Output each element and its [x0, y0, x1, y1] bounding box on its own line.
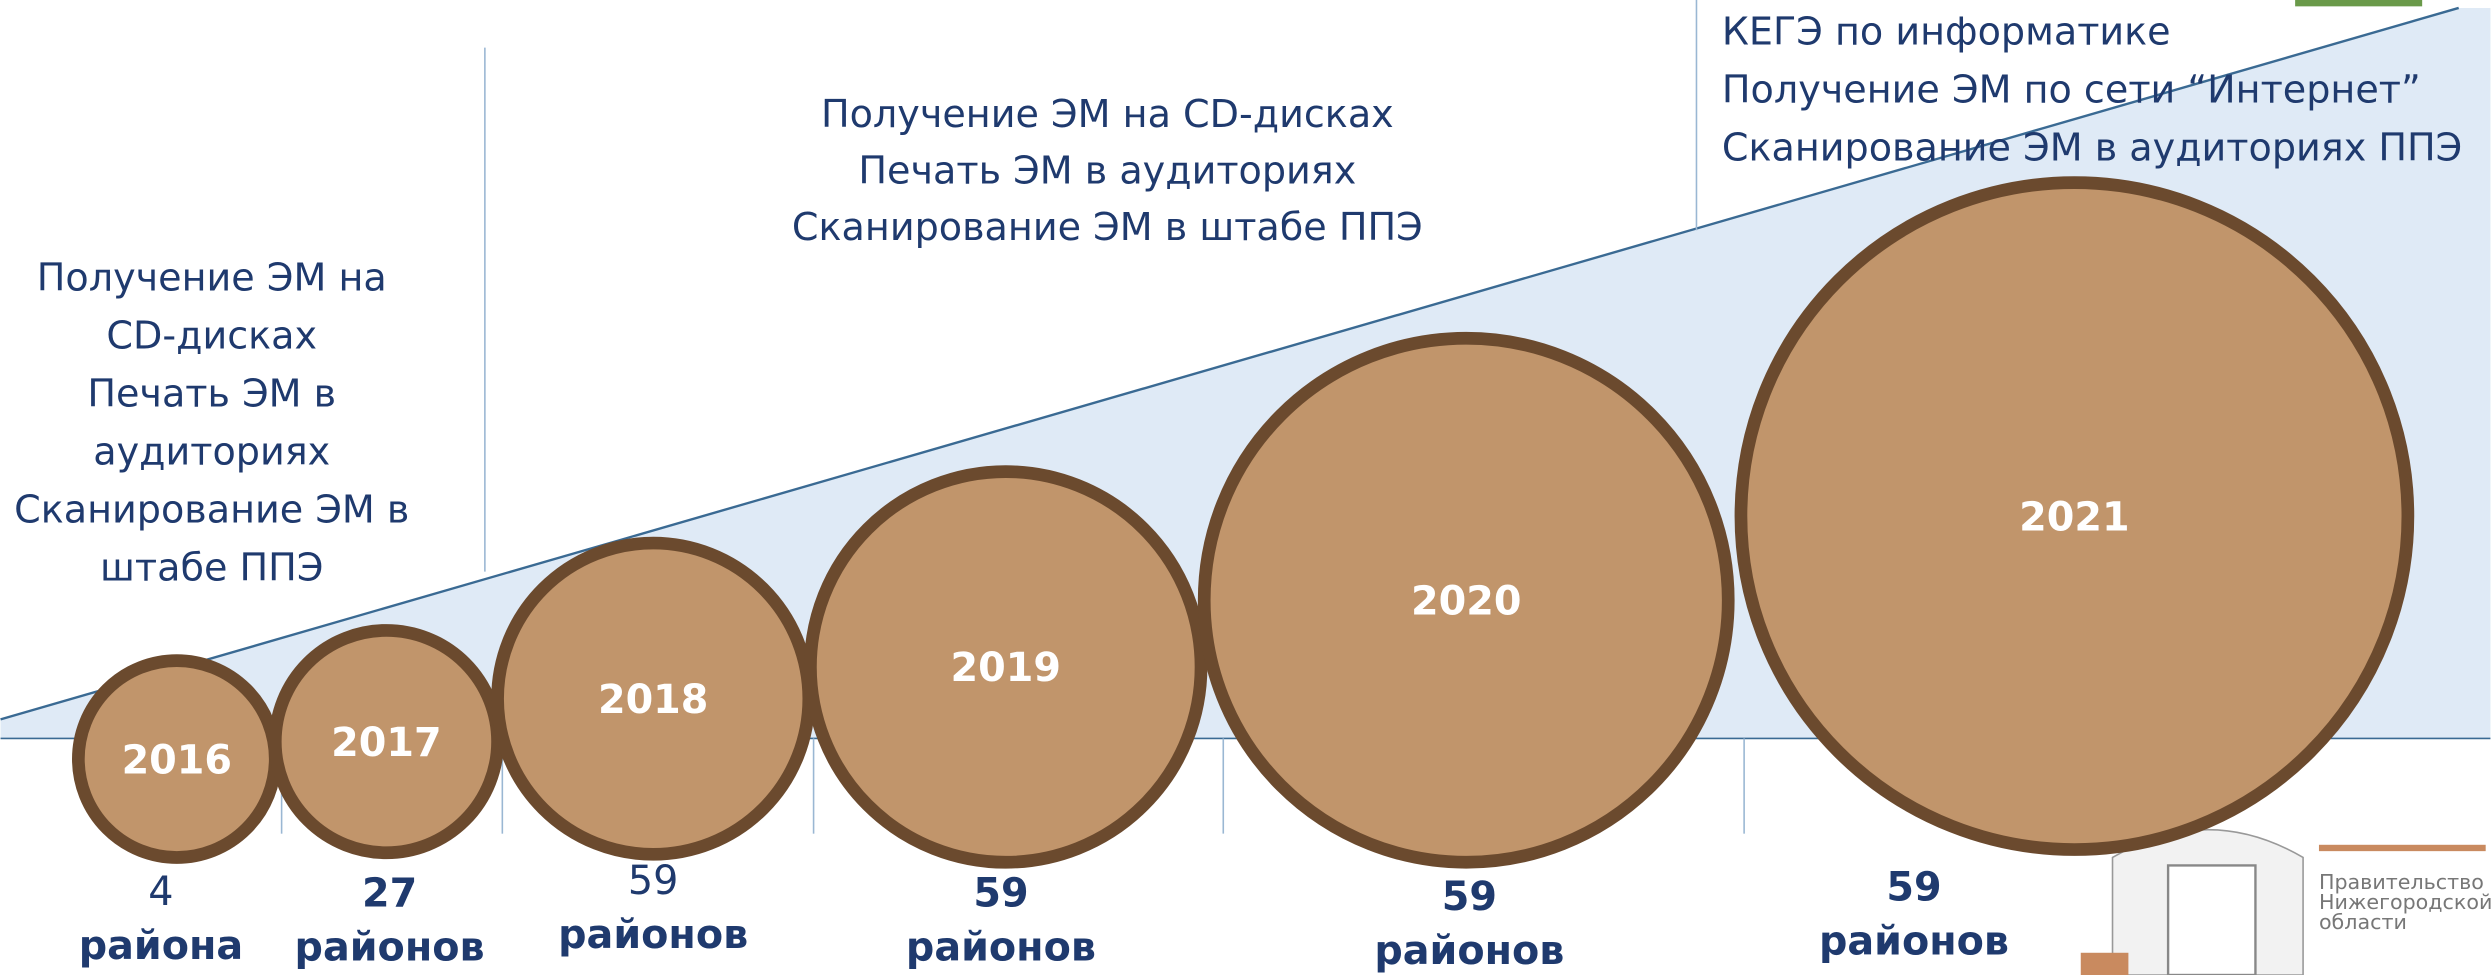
- count-label: 59: [1886, 864, 1941, 910]
- unit-label: районов: [1819, 918, 2009, 964]
- logo-text: области: [2319, 910, 2407, 934]
- right-text: Сканирование ЭМ в аудиториях ППЭ: [1722, 125, 2462, 169]
- right-text: Получение ЭМ по сети “Интернет”: [1722, 67, 2421, 111]
- left-text: Сканирование ЭМ в: [14, 487, 409, 531]
- unit-label: района: [79, 923, 243, 969]
- logo-text: Нижегородской: [2319, 890, 2491, 914]
- unit-label: районов: [1374, 928, 1564, 974]
- year-circle: [1197, 331, 1735, 869]
- middle-text: Печать ЭМ в аудиториях: [858, 148, 1356, 192]
- left-text: CD-дисках: [106, 314, 317, 358]
- left-text: аудиториях: [93, 429, 330, 473]
- unit-label: районов: [295, 925, 485, 971]
- right-text: КЕГЭ по информатике: [1722, 9, 2171, 53]
- middle-text: Получение ЭМ на CD-дисках: [821, 92, 1394, 136]
- logo-text: Правительство: [2319, 870, 2484, 894]
- year-label: 2018: [598, 677, 708, 723]
- count-label: 59: [973, 871, 1028, 917]
- count-label: 59: [1442, 874, 1497, 920]
- count-label: 27: [362, 871, 417, 917]
- unit-label: районов: [906, 925, 1096, 971]
- left-text: Печать ЭМ в: [87, 372, 336, 416]
- year-label: 2019: [950, 645, 1060, 691]
- triangle-edge: [0, 6, 2460, 721]
- year-label: 2020: [1411, 579, 1521, 625]
- year-circle: [1734, 176, 2415, 856]
- count-label: 4: [148, 869, 173, 915]
- middle-text: Сканирование ЭМ в штабе ППЭ: [792, 205, 1423, 249]
- count-label: 59: [628, 858, 679, 904]
- year-circle: [804, 465, 1208, 869]
- year-label: 2016: [122, 737, 232, 783]
- year-label: 2017: [331, 720, 441, 766]
- left-text: штабе ППЭ: [100, 545, 323, 589]
- year-label: 2021: [2019, 494, 2129, 540]
- left-text: Получение ЭМ на: [37, 256, 387, 300]
- unit-label: районов: [558, 912, 748, 958]
